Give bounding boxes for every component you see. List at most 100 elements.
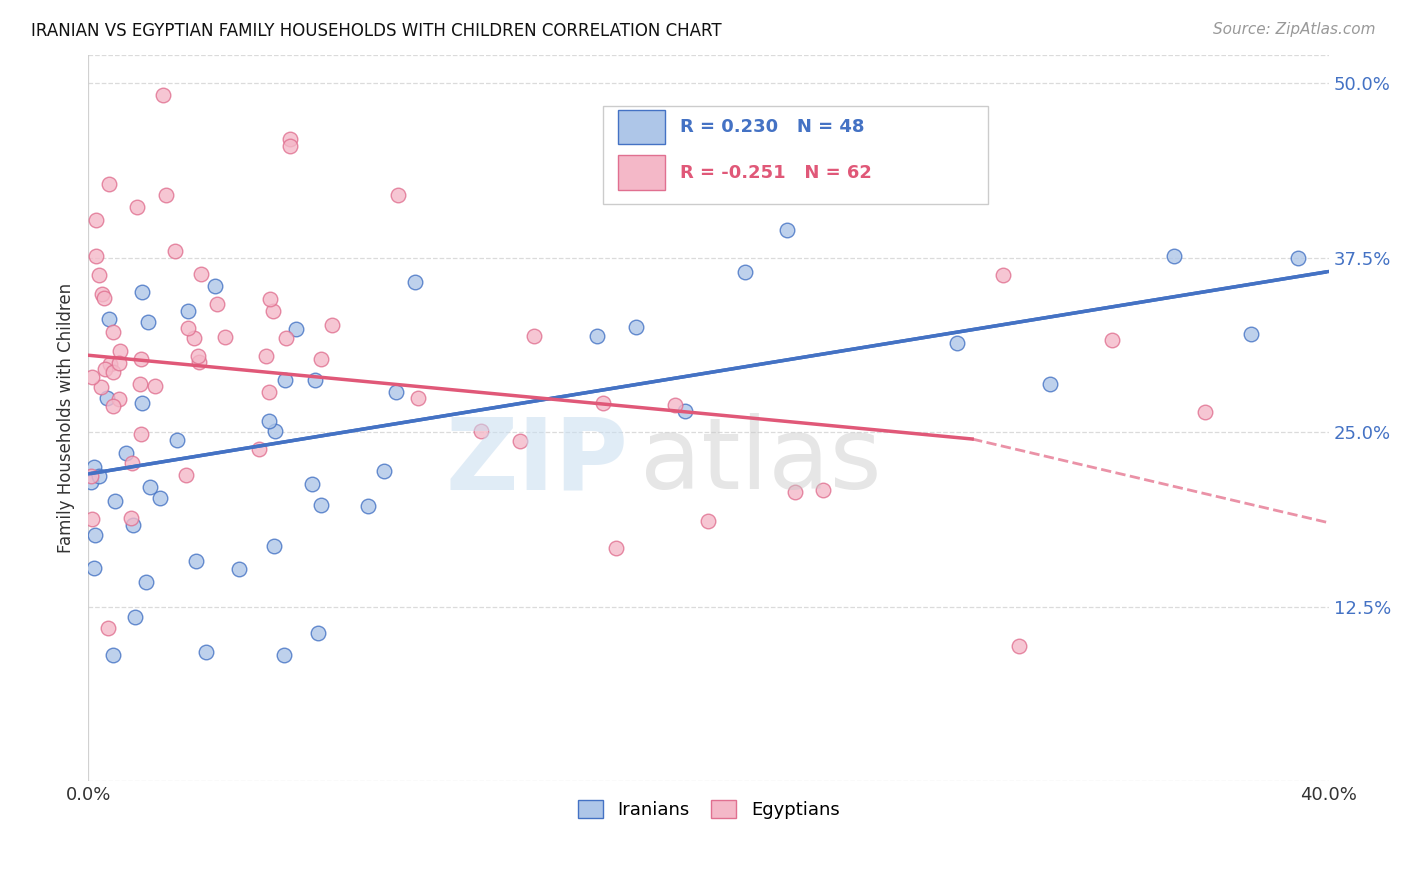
Point	[114, 446, 136, 460]
Point	[93, 362, 115, 376]
Point	[190, 267, 212, 281]
Point	[357, 499, 380, 513]
Point	[174, 467, 197, 482]
Point	[80, 370, 103, 384]
Point	[166, 433, 188, 447]
Point	[257, 385, 280, 400]
Point	[263, 424, 285, 438]
Y-axis label: Family Households with Children: Family Households with Children	[58, 283, 75, 553]
Point	[697, 514, 720, 528]
Point	[131, 285, 153, 299]
Point	[1039, 377, 1062, 392]
Point	[93, 292, 115, 306]
Point	[97, 312, 120, 326]
Bar	[619, 110, 665, 145]
Point	[776, 223, 799, 237]
Point	[131, 396, 153, 410]
Point	[207, 297, 229, 311]
Point	[259, 292, 281, 306]
Point	[274, 373, 297, 387]
Point	[276, 331, 298, 345]
Point	[98, 357, 121, 371]
Point	[309, 498, 332, 512]
Text: R = 0.230   N = 48: R = 0.230 N = 48	[681, 118, 865, 136]
Point	[108, 392, 131, 406]
Point	[1008, 639, 1031, 653]
Point	[945, 335, 967, 350]
Point	[321, 318, 343, 332]
Point	[1240, 326, 1263, 341]
Point	[120, 511, 142, 525]
Point	[304, 373, 326, 387]
Text: ZIP: ZIP	[446, 413, 628, 510]
Point	[89, 469, 111, 483]
Point	[373, 465, 395, 479]
Point	[121, 456, 143, 470]
Point	[1163, 249, 1185, 263]
Point	[592, 396, 614, 410]
Point	[152, 88, 174, 103]
Point	[90, 286, 112, 301]
Point	[811, 483, 834, 497]
Point	[262, 304, 284, 318]
Point	[129, 352, 152, 367]
Point	[228, 562, 250, 576]
Point	[1194, 405, 1216, 419]
Point	[605, 541, 627, 555]
Point	[124, 610, 146, 624]
Text: R = -0.251   N = 62: R = -0.251 N = 62	[681, 164, 872, 182]
Point	[125, 200, 148, 214]
Point	[96, 391, 118, 405]
Point	[301, 476, 323, 491]
Point	[183, 331, 205, 345]
Point	[83, 528, 105, 542]
Point	[104, 494, 127, 508]
Point	[387, 187, 409, 202]
Point	[273, 648, 295, 663]
Point	[80, 469, 103, 483]
Point	[991, 268, 1014, 282]
Point	[673, 403, 696, 417]
Point	[254, 349, 277, 363]
Point	[664, 398, 686, 412]
Point	[263, 539, 285, 553]
Point	[83, 459, 105, 474]
Point	[80, 475, 103, 490]
Point	[128, 377, 150, 392]
Point	[247, 442, 270, 456]
Point	[90, 380, 112, 394]
Point	[278, 132, 301, 146]
Point	[187, 349, 209, 363]
Point	[177, 304, 200, 318]
Point	[103, 325, 125, 339]
Point	[309, 351, 332, 366]
Point	[86, 212, 108, 227]
Point	[139, 480, 162, 494]
Text: IRANIAN VS EGYPTIAN FAMILY HOUSEHOLDS WITH CHILDREN CORRELATION CHART: IRANIAN VS EGYPTIAN FAMILY HOUSEHOLDS WI…	[31, 22, 721, 40]
Point	[214, 330, 236, 344]
Point	[184, 554, 207, 568]
Point	[586, 328, 609, 343]
Point	[129, 426, 152, 441]
Point	[108, 356, 131, 370]
Point	[1286, 251, 1309, 265]
Point	[82, 512, 104, 526]
Point	[135, 575, 157, 590]
Bar	[619, 155, 665, 190]
Point	[187, 355, 209, 369]
Text: atlas: atlas	[640, 413, 882, 510]
Point	[783, 484, 806, 499]
Point	[734, 265, 756, 279]
FancyBboxPatch shape	[603, 106, 987, 204]
Point	[284, 322, 307, 336]
Point	[148, 491, 170, 506]
Point	[509, 434, 531, 448]
Point	[204, 278, 226, 293]
Point	[163, 244, 186, 259]
Point	[98, 178, 121, 192]
Text: Source: ZipAtlas.com: Source: ZipAtlas.com	[1212, 22, 1375, 37]
Point	[406, 391, 429, 405]
Point	[83, 560, 105, 574]
Point	[136, 315, 159, 329]
Point	[87, 268, 110, 282]
